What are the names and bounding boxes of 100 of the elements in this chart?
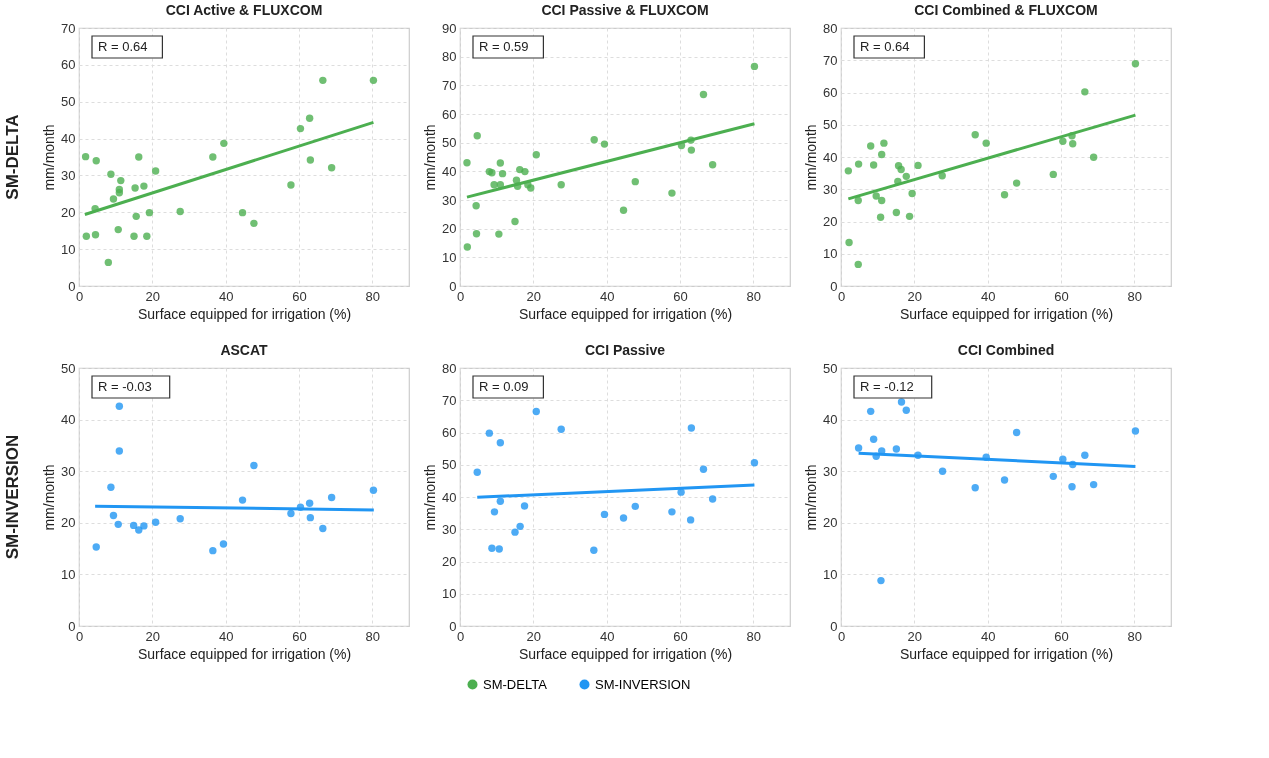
x-tick-label: 80 [746,288,762,304]
y-tick-label: 60 [61,57,76,73]
x-tick-label: 80 [1127,288,1143,304]
y-tick-label: 10 [442,586,457,602]
y-tick-label: 10 [61,241,76,257]
y-tick-label: 0 [830,278,838,294]
x-tick-label: 80 [365,288,381,304]
y-tick-label: 40 [442,489,457,505]
x-tick-label: 20 [145,628,161,644]
y-tick-label: 0 [449,278,457,294]
y-axis-title: mm/month [41,124,58,191]
y-tick-label: 90 [442,20,457,36]
y-axis-title: mm/month [803,124,820,191]
annotation: R = -0.12 [860,379,914,394]
y-tick-label: 30 [823,181,838,197]
chart-title: ASCAT [220,342,269,358]
y-tick-label: 40 [823,412,838,428]
y-tick-label: 30 [61,463,76,479]
y-tick-label: 20 [823,515,838,531]
y-tick-label: 10 [61,566,76,582]
x-tick-label: 80 [365,628,381,644]
y-tick-label: 0 [68,278,76,294]
annotation: R = 0.59 [479,39,529,54]
y-tick-label: 0 [68,618,76,634]
y-tick-label: 30 [442,521,457,537]
y-tick-label: 40 [61,412,76,428]
y-tick-label: 50 [823,117,838,133]
annotation: R = 0.09 [479,379,529,394]
x-tick-label: 60 [292,288,307,304]
text: SM-INVERSION [3,434,22,560]
y-tick-label: 50 [442,457,457,473]
x-tick-label: 20 [526,288,542,304]
y-tick-label: 70 [61,20,76,36]
x-axis-title: Surface equipped for irrigation (%) [899,645,1114,662]
y-tick-label: 40 [823,149,838,165]
y-tick-label: 20 [442,221,457,237]
y-tick-label: 30 [442,192,457,208]
x-tick-label: 40 [218,288,234,304]
y-tick-label: 80 [442,49,457,65]
x-tick-label: 20 [526,628,542,644]
text: SM-DELTA [3,114,22,200]
x-axis-title: Surface equipped for irrigation (%) [518,305,733,322]
y-tick-label: 20 [61,204,76,220]
y-tick-label: 10 [823,566,838,582]
y-tick-label: 10 [442,249,457,265]
y-axis-title: mm/month [803,464,820,531]
y-tick-label: 0 [449,618,457,634]
y-tick-label: 0 [830,618,838,634]
x-tick-label: 80 [1127,628,1143,644]
y-tick-label: 60 [823,85,838,100]
y-tick-label: 20 [823,214,838,229]
y-axis-title: mm/month [41,464,58,531]
y-tick-label: 80 [442,360,457,376]
y-tick-label: 50 [61,360,76,376]
x-axis-title: Surface equipped for irrigation (%) [899,305,1114,322]
x-axis-title: Surface equipped for irrigation (%) [518,645,733,662]
y-tick-label: 70 [823,52,838,68]
x-tick-label: 20 [145,288,161,304]
chart-title: CCI Combined & FLUXCOM [914,2,1098,18]
x-tick-label: 40 [218,628,234,644]
chart-title: CCI Passive [584,342,666,358]
y-tick-label: 60 [442,425,457,440]
y-tick-label: 80 [823,20,838,36]
annotation: R = -0.03 [98,379,152,394]
y-tick-label: 20 [61,515,76,531]
x-axis-title: Surface equipped for irrigation (%) [137,645,352,662]
chart-title: CCI Combined [957,342,1055,358]
y-tick-label: 10 [823,246,838,262]
x-tick-label: 20 [907,288,923,304]
chart-title: CCI Passive & FLUXCOM [541,2,709,18]
y-tick-label: 50 [442,135,457,151]
y-tick-label: 50 [61,94,76,110]
y-tick-label: 30 [823,463,838,479]
y-tick-label: 40 [442,163,457,179]
x-tick-label: 60 [1054,288,1069,304]
x-tick-label: 60 [673,628,688,644]
annotation: R = 0.64 [98,39,148,54]
y-tick-label: 30 [61,167,76,183]
y-axis-title: mm/month [422,464,439,531]
x-tick-label: 60 [1054,628,1069,644]
x-tick-label: 40 [599,288,615,304]
y-tick-label: 70 [442,392,457,408]
legend-label: SM-DELTA [483,676,548,692]
x-tick-label: 40 [599,628,615,644]
x-tick-label: 60 [292,628,307,644]
y-tick-label: 50 [823,360,838,376]
x-axis-title: Surface equipped for irrigation (%) [137,305,352,322]
x-tick-label: 80 [746,628,762,644]
annotation: R = 0.64 [860,39,910,54]
y-tick-label: 20 [442,554,457,569]
y-tick-label: 40 [61,131,76,147]
y-tick-label: 70 [442,77,457,93]
x-tick-label: 20 [907,628,923,644]
legend-label: SM-INVERSION [595,676,691,692]
y-axis-title: mm/month [422,124,439,191]
x-tick-label: 60 [673,288,688,304]
x-tick-label: 40 [980,288,996,304]
chart-title: CCI Active & FLUXCOM [165,2,323,18]
y-tick-label: 60 [442,106,457,122]
x-tick-label: 40 [980,628,996,644]
